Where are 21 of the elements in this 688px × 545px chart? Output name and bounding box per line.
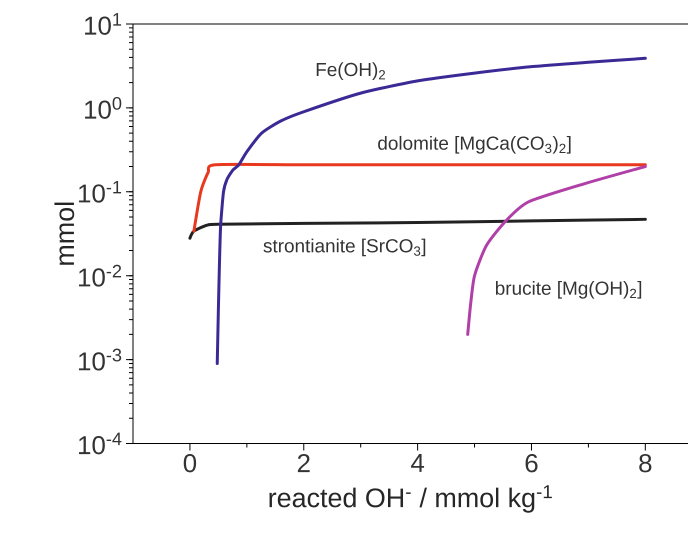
series-label: strontianite [SrCO$_{3}$]	[264, 238, 426, 256]
series-label: brucite [Mg(OH)$_{2}$]	[496, 280, 642, 299]
y-tick-label: 10$^{1}$	[85, 13, 122, 35]
series-label: dolomite [MgCa(CO$_{3}$)$_{2}$]	[378, 136, 571, 154]
x-tick-label: 4	[411, 454, 424, 472]
y-tick-label: 10$^{-2}$	[79, 264, 122, 287]
line-series	[466, 165, 647, 336]
y-axis-title: mmol	[54, 202, 74, 265]
x-tick-label: 8	[639, 454, 652, 472]
line-series	[192, 162, 647, 233]
y-tick-label: 10$^{0}$	[85, 96, 122, 119]
x-tick-label: 6	[526, 454, 538, 472]
x-tick-label: 2	[298, 454, 310, 472]
line-series	[188, 218, 647, 240]
series-label: Fe(OH)$_{2}$	[316, 62, 386, 80]
y-tick-label: 10$^{-4}$	[79, 432, 122, 454]
line-series	[216, 56, 647, 365]
x-axis-title: reacted OH$^{-}$ / mmol kg$^{-1}$	[269, 485, 552, 513]
y-tick-label: 10$^{-3}$	[79, 348, 122, 371]
x-tick-label: 0	[184, 454, 196, 472]
y-tick-label: 10$^{-1}$	[79, 180, 122, 203]
